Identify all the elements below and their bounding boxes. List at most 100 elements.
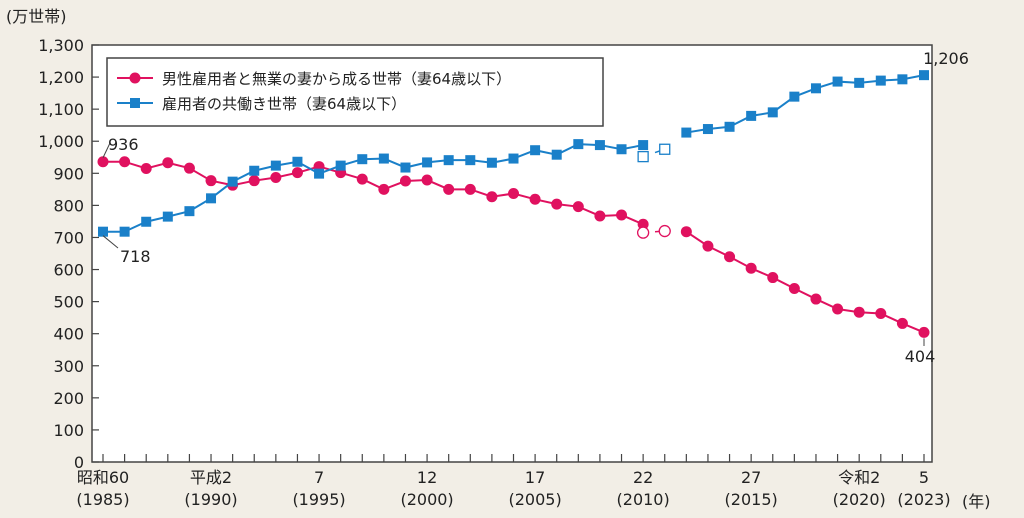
- data-label-leader: [102, 142, 111, 158]
- data-point: [422, 157, 433, 168]
- x-tick-label-era: 昭和60: [77, 468, 129, 487]
- data-point: [551, 198, 563, 210]
- data-point: [140, 162, 152, 174]
- data-point: [486, 157, 497, 168]
- data-point: [356, 173, 368, 185]
- data-point: [97, 156, 109, 168]
- data-point: [702, 124, 713, 135]
- data-point: [680, 226, 692, 238]
- data-point: [291, 167, 303, 179]
- data-point-open: [636, 226, 650, 239]
- legend-label: 男性雇用者と無業の妻から成る世帯（妻64歳以下）: [162, 70, 511, 88]
- x-tick-label-era: 27: [741, 468, 761, 487]
- data-point: [227, 176, 238, 187]
- legend-marker: [129, 72, 141, 84]
- data-point: [896, 317, 908, 329]
- x-tick-label-year: (2020): [833, 490, 886, 509]
- data-point: [919, 70, 929, 81]
- data-point: [248, 175, 260, 187]
- x-tick-label-year: (1990): [184, 490, 237, 509]
- data-point: [399, 175, 411, 187]
- data-point: [724, 121, 735, 132]
- data-point: [616, 144, 627, 155]
- data-point: [573, 139, 584, 150]
- data-label: 1,206: [923, 49, 969, 68]
- axes: 0 100 200 300 400 500 600 700 800 900 1,000 1,100 1,…: [38, 36, 950, 509]
- data-point: [832, 76, 843, 87]
- legend-marker: [130, 98, 140, 108]
- data-point: [724, 251, 736, 263]
- data-point: [767, 272, 779, 284]
- data-point: [400, 162, 411, 173]
- data-point: [810, 83, 821, 94]
- x-tick-label-era: 12: [417, 468, 437, 487]
- series-1: [97, 156, 930, 338]
- x-tick-label-year: (2023): [897, 490, 950, 509]
- x-tick-label-year: (2015): [725, 490, 778, 509]
- data-label-leader: [102, 235, 119, 249]
- data-point: [788, 282, 800, 294]
- data-point: [854, 77, 865, 88]
- data-point: [443, 183, 455, 195]
- data-point: [746, 110, 757, 121]
- data-point: [184, 206, 195, 217]
- data-point: [205, 175, 217, 187]
- y-tick-label: 1,200: [38, 68, 84, 87]
- data-point: [183, 162, 195, 174]
- data-point: [637, 218, 649, 230]
- y-tick-label: 200: [53, 389, 84, 408]
- y-unit-label: (万世帯): [6, 7, 67, 26]
- data-point: [443, 155, 454, 166]
- x-tick-label-era: 7: [314, 468, 324, 487]
- y-tick-label: 1,100: [38, 100, 84, 119]
- data-point: [98, 226, 108, 237]
- data-point: [378, 153, 389, 164]
- data-point: [572, 201, 584, 213]
- data-point: [767, 107, 778, 118]
- x-tick-label-year: (1985): [76, 490, 129, 509]
- data-point: [206, 193, 217, 204]
- x-tick-label-era: 平成2: [190, 468, 232, 487]
- data-labels: 936 718 1,206 404: [102, 49, 969, 366]
- data-point: [681, 127, 692, 138]
- data-point: [378, 183, 390, 195]
- data-point: [594, 140, 605, 151]
- data-point: [465, 155, 476, 166]
- data-point: [486, 191, 498, 203]
- y-tick-label: 0: [74, 453, 84, 472]
- x-tick-label-era: 令和2: [838, 468, 880, 487]
- y-tick-label: 1,000: [38, 132, 84, 151]
- data-point: [464, 183, 476, 195]
- legend-box: [106, 57, 604, 127]
- data-point: [270, 160, 281, 171]
- data-point: [249, 165, 260, 176]
- data-point: [357, 154, 368, 165]
- data-point: [141, 216, 152, 227]
- x-tick-label-year: (2000): [400, 490, 453, 509]
- data-point: [918, 326, 930, 338]
- x-tick-label-year: (2005): [509, 490, 562, 509]
- y-tick-label: 400: [53, 325, 84, 344]
- data-label: 718: [120, 247, 151, 266]
- data-point: [875, 75, 886, 86]
- data-point: [789, 91, 800, 102]
- y-tick-label: 700: [53, 228, 84, 247]
- data-point: [421, 174, 433, 186]
- data-point: [508, 188, 519, 200]
- data-point: [594, 210, 606, 222]
- x-tick-label-year: (1995): [292, 490, 345, 509]
- y-tick-label: 800: [53, 196, 84, 215]
- x-tick-label-year: (2010): [617, 490, 670, 509]
- data-point: [314, 168, 325, 179]
- data-point: [897, 74, 908, 85]
- data-point: [638, 140, 649, 151]
- data-point: [292, 156, 303, 167]
- data-point: [508, 153, 519, 164]
- data-point: [810, 293, 822, 305]
- data-point: [162, 157, 174, 169]
- data-point: [745, 262, 757, 274]
- data-point: [162, 211, 173, 222]
- data-point-open: [658, 224, 671, 238]
- data-point: [119, 156, 131, 168]
- y-tick-label: 300: [53, 357, 84, 376]
